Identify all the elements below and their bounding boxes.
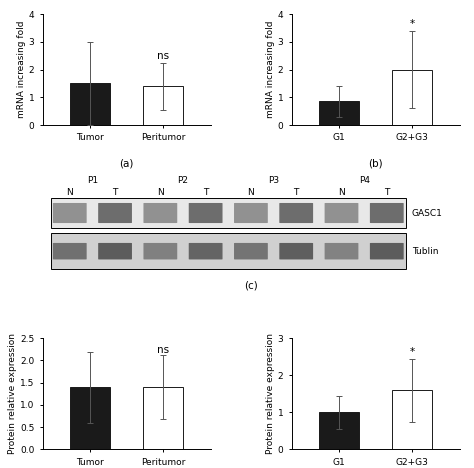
Bar <box>143 387 183 449</box>
Text: P2: P2 <box>177 176 189 184</box>
Text: T: T <box>203 188 208 197</box>
Text: (a): (a) <box>119 158 134 168</box>
Y-axis label: Protein relative expression: Protein relative expression <box>8 333 17 454</box>
Text: T: T <box>384 188 390 197</box>
Text: T: T <box>112 188 118 197</box>
FancyBboxPatch shape <box>144 243 177 259</box>
Text: T: T <box>293 188 299 197</box>
Text: (b): (b) <box>368 158 383 168</box>
FancyBboxPatch shape <box>370 203 404 223</box>
Y-axis label: mRNA increasing fold: mRNA increasing fold <box>266 21 275 118</box>
Text: GASC1: GASC1 <box>412 209 443 218</box>
Text: P1: P1 <box>87 176 98 184</box>
FancyBboxPatch shape <box>234 243 268 259</box>
FancyBboxPatch shape <box>144 203 177 223</box>
Text: P4: P4 <box>359 176 370 184</box>
Bar <box>319 102 359 125</box>
Text: *: * <box>410 348 415 358</box>
FancyBboxPatch shape <box>279 243 313 259</box>
FancyBboxPatch shape <box>98 243 132 259</box>
Text: N: N <box>247 188 254 197</box>
Text: N: N <box>66 188 73 197</box>
Y-axis label: Protein relative expression: Protein relative expression <box>266 333 275 454</box>
Bar <box>70 387 110 449</box>
Text: P3: P3 <box>268 176 279 184</box>
Text: N: N <box>157 188 164 197</box>
Bar <box>392 390 432 449</box>
FancyBboxPatch shape <box>53 243 87 259</box>
Bar <box>319 412 359 449</box>
Text: N: N <box>338 188 345 197</box>
FancyBboxPatch shape <box>98 203 132 223</box>
FancyBboxPatch shape <box>189 203 222 223</box>
FancyBboxPatch shape <box>279 203 313 223</box>
Text: (c): (c) <box>244 280 258 291</box>
Bar <box>143 86 183 125</box>
FancyBboxPatch shape <box>325 203 358 223</box>
FancyBboxPatch shape <box>325 243 358 259</box>
Text: ns: ns <box>157 345 169 355</box>
Bar <box>51 198 406 228</box>
FancyBboxPatch shape <box>370 243 404 259</box>
FancyBboxPatch shape <box>53 203 87 223</box>
Text: Tublin: Tublin <box>412 247 438 256</box>
Text: ns: ns <box>157 51 169 61</box>
Bar <box>51 234 406 269</box>
FancyBboxPatch shape <box>189 243 222 259</box>
Bar <box>392 70 432 125</box>
Bar <box>70 83 110 125</box>
FancyBboxPatch shape <box>234 203 268 223</box>
Y-axis label: mRNA increasing fold: mRNA increasing fold <box>17 21 26 118</box>
Text: *: * <box>410 19 415 29</box>
